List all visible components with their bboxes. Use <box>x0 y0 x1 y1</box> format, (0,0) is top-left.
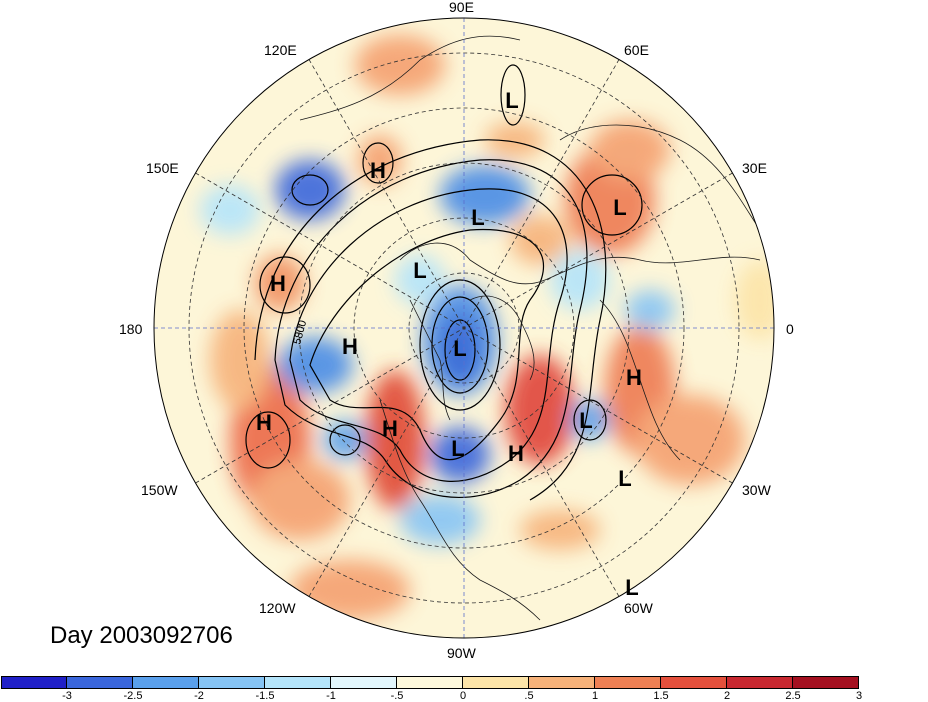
colorbar-tick-label: 2.5 <box>785 690 801 702</box>
coastlines <box>299 35 761 621</box>
colorbar-tick-label: -1.5 <box>255 690 275 702</box>
high-pressure-label: H <box>382 416 398 441</box>
colorbar-swatch <box>397 676 463 689</box>
high-pressure-label: H <box>370 158 386 183</box>
lon-label-150w: 150W <box>141 482 178 498</box>
low-pressure-label: L <box>618 466 631 491</box>
colorbar-swatch <box>595 676 661 689</box>
colorbar-swatch <box>67 676 133 689</box>
high-pressure-label: H <box>270 271 286 296</box>
low-pressure-label: L <box>613 195 626 220</box>
lon-label-120w: 120W <box>259 600 296 616</box>
colorbar-tick-label: -1 <box>326 690 336 702</box>
lon-label-180: 180 <box>119 321 143 337</box>
high-pressure-label: H <box>508 441 524 466</box>
lon-label-0: 0 <box>786 321 794 337</box>
colorbar-tick-label: -2 <box>194 690 204 702</box>
low-pressure-label: L <box>505 88 518 113</box>
colorbar-swatch <box>463 676 529 689</box>
pressure-centers: L H L H L H L L H H H L H L L L <box>256 88 642 600</box>
lon-label-120e: 120E <box>264 42 297 58</box>
colorbar-swatch <box>199 676 265 689</box>
low-pressure-label: L <box>453 336 466 361</box>
colorbar-tick-label: 1 <box>591 690 599 702</box>
high-pressure-label: H <box>256 410 272 435</box>
lon-label-60w: 60W <box>624 600 653 616</box>
colorbar-tick-label: -.5 <box>390 690 404 702</box>
lon-label-60e: 60E <box>624 42 649 58</box>
colorbar-tick-label: -2.5 <box>123 690 143 702</box>
colorbar-tick-label: 0 <box>459 690 467 702</box>
low-pressure-label: L <box>625 575 638 600</box>
colorbar-swatch <box>133 676 199 689</box>
colorbar-tick-label: 3 <box>855 690 863 702</box>
colorbar-tick-label: 2 <box>723 690 731 702</box>
lon-label-150e: 150E <box>146 160 179 176</box>
lon-label-90e: 90E <box>449 0 474 15</box>
colorbar-swatch <box>661 676 727 689</box>
colorbar-tick-label: 1.5 <box>653 690 669 702</box>
graticule <box>154 18 774 638</box>
colorbar-tick-label: .5 <box>524 690 534 702</box>
low-pressure-label: L <box>413 258 426 283</box>
colorbar-swatch <box>265 676 331 689</box>
height-contours <box>245 64 643 501</box>
map-border <box>153 17 775 639</box>
low-pressure-label: L <box>471 205 484 230</box>
lon-label-30w: 30W <box>742 482 771 498</box>
colorbar-tick-label: -3 <box>62 690 72 702</box>
lon-label-90w: 90W <box>447 645 476 661</box>
colorbar-swatch <box>1 676 67 689</box>
low-pressure-label: L <box>451 436 464 461</box>
colorbar-swatch <box>727 676 793 689</box>
high-pressure-label: H <box>626 365 642 390</box>
colorbar-swatch <box>529 676 595 689</box>
colorbar <box>1 676 859 689</box>
colorbar-swatch <box>793 676 859 689</box>
colorbar-swatch <box>331 676 397 689</box>
low-pressure-label: L <box>579 408 592 433</box>
high-pressure-label: H <box>342 334 358 359</box>
map-title: Day 2003092706 <box>50 622 233 649</box>
lon-label-30e: 30E <box>742 160 767 176</box>
